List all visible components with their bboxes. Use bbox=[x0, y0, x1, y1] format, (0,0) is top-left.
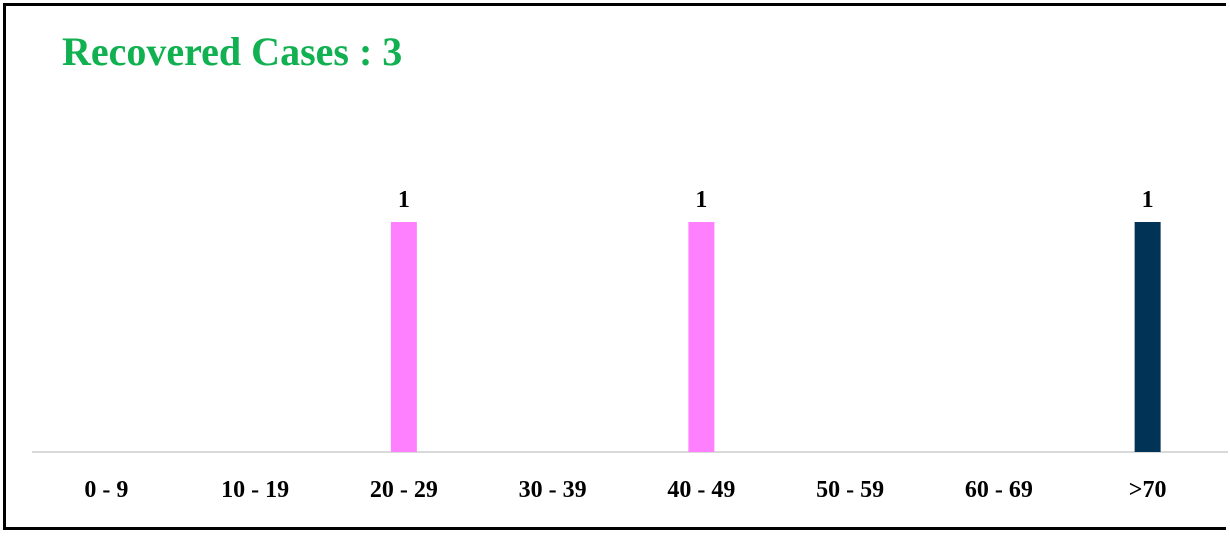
bar-4 bbox=[688, 222, 715, 452]
value-label-7: 1 bbox=[1142, 187, 1154, 213]
tick-label-6: 60 - 69 bbox=[965, 477, 1033, 503]
tick-label-2: 20 - 29 bbox=[370, 477, 438, 503]
bars-group bbox=[390, 222, 1161, 452]
tick-label-7: >70 bbox=[1129, 477, 1167, 503]
chart-title: Recovered Cases : 3 bbox=[62, 29, 403, 74]
tick-label-0: 0 - 9 bbox=[84, 477, 128, 503]
bar-2 bbox=[390, 222, 417, 452]
tick-label-1: 10 - 19 bbox=[221, 477, 289, 503]
tick-label-3: 30 - 39 bbox=[519, 477, 587, 503]
chart-frame bbox=[3, 3, 1226, 530]
tick-label-5: 50 - 59 bbox=[816, 477, 884, 503]
value-label-2: 1 bbox=[398, 187, 410, 213]
tick-labels-group: 0 - 9 10 - 19 20 - 29 30 - 39 40 - 49 50 - 59… bbox=[84, 477, 1166, 503]
bar-7 bbox=[1134, 222, 1161, 452]
value-labels-group: 1 1 1 bbox=[398, 187, 1154, 213]
tick-label-4: 40 - 49 bbox=[667, 477, 735, 503]
value-label-4: 1 bbox=[695, 187, 707, 213]
